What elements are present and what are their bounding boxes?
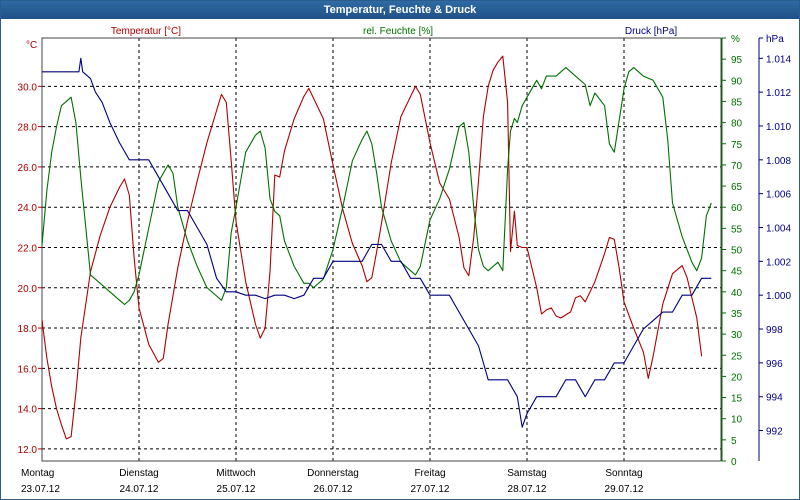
humidity-tick-label: 20 (731, 372, 743, 383)
pressure-tick-label: 998 (766, 325, 783, 336)
humidity-tick-label: 95 (731, 55, 743, 66)
x-tick-date: 28.07.12 (508, 484, 547, 495)
x-tick-day: Freitag (414, 468, 445, 479)
x-tick-day: Samstag (507, 468, 546, 479)
temperature-tick-label: 22.0 (18, 243, 38, 254)
pressure-tick-label: 1.010 (766, 122, 791, 133)
humidity-tick-label: % (731, 34, 740, 45)
pressure-tick-label: 996 (766, 359, 783, 370)
weather-chart: 12.0 14.0 16.0 18.0 20.0 22.0 24.0 26.0 28.0 30.0… (18, 26, 792, 495)
x-tick-date: 27.07.12 (411, 484, 450, 495)
x-tick-date: 24.07.12 (120, 484, 159, 495)
temperature-tick-label: 14.0 (18, 405, 38, 416)
humidity-tick-label: 15 (731, 394, 743, 405)
humidity-tick-label: 35 (731, 309, 743, 320)
pressure-tick-label: 1.014 (766, 54, 791, 65)
series-line-temperature (41, 55, 703, 440)
humidity-tick-label: 45 (731, 267, 743, 278)
humidity-tick-label: 55 (731, 224, 743, 235)
temperature-tick-label: 20.0 (18, 284, 38, 295)
humidity-tick-label: 90 (731, 76, 743, 87)
pressure-tick-label: 1.012 (766, 88, 791, 99)
temperature-tick-label: 18.0 (18, 324, 38, 335)
x-tick-day: Sonntag (605, 468, 642, 479)
humidity-tick-label: 30 (731, 330, 743, 341)
temperature-tick-label: 12.0 (18, 445, 38, 456)
pressure-tick-label: 1.002 (766, 257, 791, 268)
x-tick-day: Dienstag (119, 468, 158, 479)
pressure-tick-label: 1.006 (766, 190, 791, 201)
temperature-tick-label: 26.0 (18, 163, 38, 174)
humidity-tick-label: 25 (731, 351, 743, 362)
pressure-tick-label: 1.008 (766, 156, 791, 167)
x-tick-date: 26.07.12 (314, 484, 353, 495)
legend-pressure: Druck [hPa] (625, 26, 677, 37)
humidity-tick-label: 40 (731, 288, 743, 299)
humidity-tick-label: 85 (731, 97, 743, 108)
x-tick-day: Mittwoch (216, 468, 255, 479)
temperature-tick-label: 30.0 (18, 82, 38, 93)
x-tick-date: 29.07.12 (605, 484, 644, 495)
series-line-humidity (41, 67, 712, 306)
x-tick-date: 23.07.12 (21, 484, 60, 495)
pressure-tick-label: hPa (766, 34, 784, 45)
legend-temperature: Temperatur [°C] (111, 26, 181, 37)
x-tick-date: 25.07.12 (217, 484, 256, 495)
pressure-tick-label: 1.000 (766, 291, 791, 302)
humidity-tick-label: 75 (731, 140, 743, 151)
humidity-tick-label: 65 (731, 182, 743, 193)
temperature-tick-label: 24.0 (18, 203, 38, 214)
temperature-unit-label: °C (26, 40, 37, 51)
humidity-tick-label: 70 (731, 161, 743, 172)
humidity-tick-label: 0 (731, 457, 737, 468)
humidity-tick-label: 10 (731, 415, 743, 426)
humidity-tick-label: 60 (731, 203, 743, 214)
humidity-tick-label: 80 (731, 119, 743, 130)
x-tick-day: Donnerstag (307, 468, 359, 479)
humidity-tick-label: 5 (731, 436, 737, 447)
plot-frame (41, 37, 722, 462)
axes (38, 37, 763, 462)
window-title: Temperatur, Feuchte & Druck (1, 1, 799, 19)
legend-humidity: rel. Feuchte [%] (363, 26, 433, 37)
pressure-tick-label: 994 (766, 393, 783, 404)
temperature-tick-label: 16.0 (18, 364, 38, 375)
temperature-tick-label: 28.0 (18, 123, 38, 134)
pressure-tick-label: 992 (766, 427, 783, 438)
x-tick-day: Montag (21, 468, 54, 479)
axis-labels: 12.0 14.0 16.0 18.0 20.0 22.0 24.0 26.0 28.0 30.0… (18, 26, 792, 495)
series-layer (41, 55, 712, 440)
series-line-pressure (42, 57, 712, 428)
pressure-tick-label: 1.004 (766, 224, 791, 235)
humidity-tick-label: 50 (731, 246, 743, 257)
